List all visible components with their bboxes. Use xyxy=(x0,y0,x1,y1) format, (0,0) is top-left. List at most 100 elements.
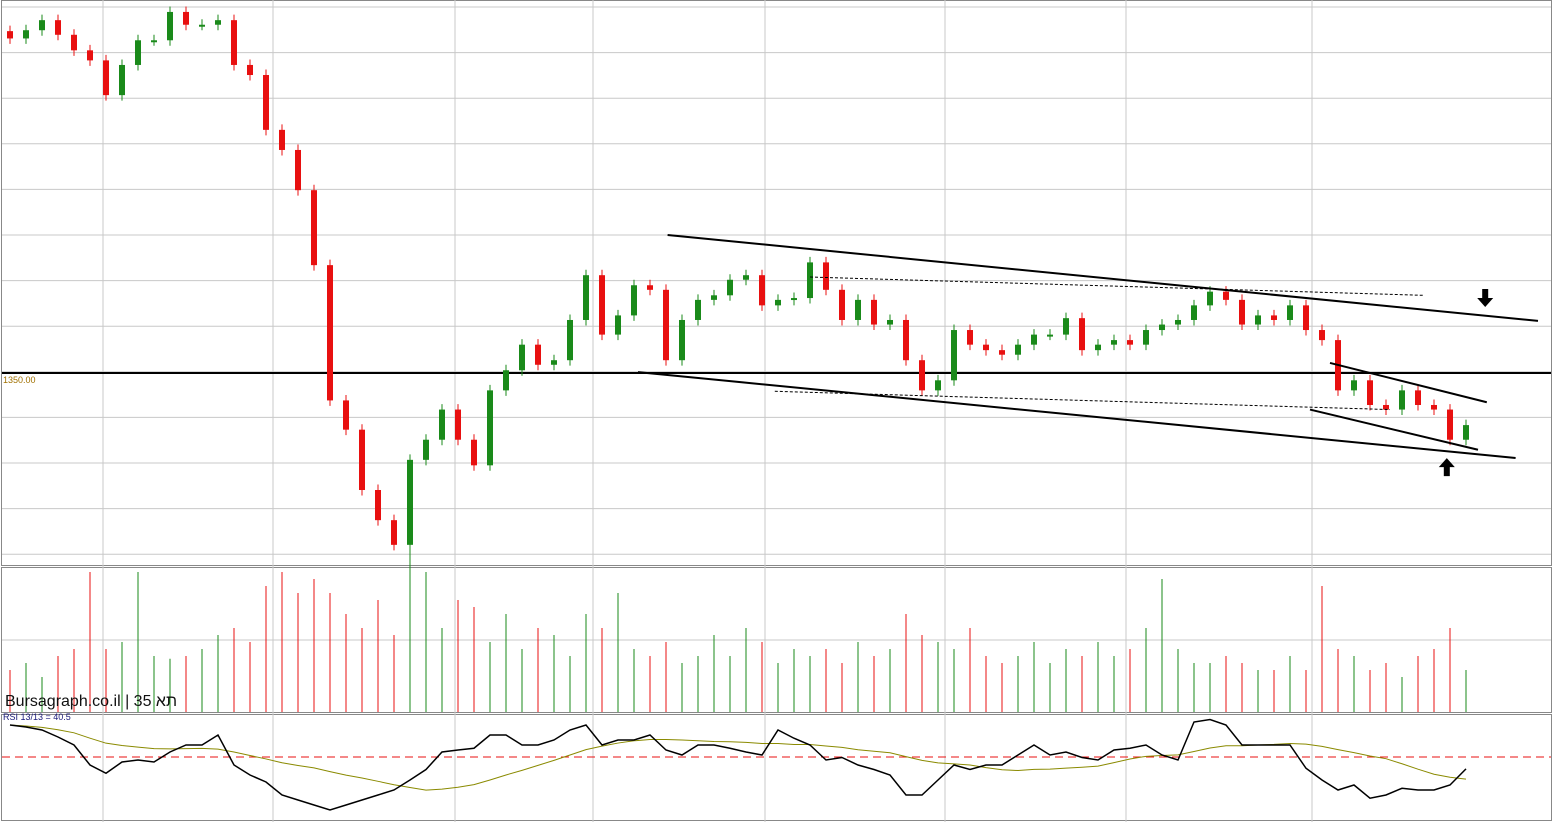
candle-body xyxy=(247,64,253,76)
candle-body xyxy=(1175,319,1181,325)
candle-body xyxy=(119,64,125,96)
trendline xyxy=(1309,408,1479,451)
candle-body xyxy=(183,11,189,25)
rsi-panel-frame xyxy=(1,714,1552,821)
candle-body xyxy=(695,299,701,320)
candle-body xyxy=(1431,404,1437,410)
candle-body xyxy=(407,459,413,545)
candle-body xyxy=(759,275,765,306)
candle-body xyxy=(167,11,173,41)
candle-body xyxy=(615,315,621,335)
candle-body xyxy=(39,20,45,31)
rsi-line xyxy=(9,718,1467,811)
candle-body xyxy=(951,330,957,381)
watermark: Bursagraph.co.il | 35 תא xyxy=(5,693,178,710)
candle-body xyxy=(647,285,653,290)
candle-body xyxy=(807,262,813,299)
candle-body xyxy=(327,265,333,401)
trendline xyxy=(809,276,1423,296)
candle-body xyxy=(215,20,221,25)
candle-body xyxy=(1415,390,1421,405)
candle-body xyxy=(71,34,77,51)
candle-body xyxy=(1095,344,1101,351)
candle-body xyxy=(359,429,365,491)
candle-body xyxy=(439,409,445,440)
reference-price-label: 1350.00 xyxy=(3,375,36,385)
candle-body xyxy=(743,275,749,280)
candle-body xyxy=(263,75,269,130)
candle-body xyxy=(535,344,541,365)
rsi-label: RSI 13/13 = 40.5 xyxy=(3,712,71,722)
candle-body xyxy=(1319,330,1325,341)
price-panel-frame xyxy=(1,0,1552,566)
candle-body xyxy=(631,285,637,316)
candle-body xyxy=(887,319,893,325)
candle-body xyxy=(663,289,669,361)
candle-body xyxy=(791,298,797,301)
candle-body xyxy=(583,275,589,320)
candle-body xyxy=(519,344,525,371)
rsi-moving-average-line xyxy=(9,724,1467,791)
candle-body xyxy=(919,360,925,391)
candle-body xyxy=(1127,340,1133,345)
arrow-down-icon xyxy=(1477,289,1494,308)
candle-body xyxy=(87,50,93,61)
candle-body xyxy=(1399,390,1405,410)
candle-body xyxy=(295,149,301,191)
candle-body xyxy=(727,279,733,296)
candle-body xyxy=(679,319,685,361)
candle-body xyxy=(1111,340,1117,345)
candle-body xyxy=(279,129,285,150)
candle-body xyxy=(455,409,461,440)
candle-body xyxy=(1047,334,1053,337)
candle-body xyxy=(1159,324,1165,331)
candle-body xyxy=(903,319,909,361)
candle-body xyxy=(1143,330,1149,345)
candle-body xyxy=(199,24,205,27)
trendline xyxy=(774,390,1391,411)
trendline xyxy=(1329,361,1488,404)
candle-body xyxy=(1367,380,1373,405)
candle-body xyxy=(1447,409,1453,440)
candle-body xyxy=(391,520,397,545)
candle-body xyxy=(343,400,349,430)
candle-body xyxy=(55,20,61,35)
candle-body xyxy=(823,262,829,290)
volume-panel-frame xyxy=(1,567,1552,713)
candle-body xyxy=(471,439,477,466)
candle-body xyxy=(7,31,13,39)
candle-body xyxy=(503,370,509,391)
candle-body xyxy=(983,344,989,351)
candle-body xyxy=(1271,315,1277,320)
candle-body xyxy=(151,40,157,43)
candle-body xyxy=(1463,425,1469,440)
candle-body xyxy=(711,295,717,300)
candle-body xyxy=(1015,344,1021,355)
candle-body xyxy=(1031,334,1037,345)
candle-body xyxy=(967,330,973,345)
candle-body xyxy=(1255,315,1261,325)
candle-body xyxy=(567,319,573,361)
candle-body xyxy=(775,299,781,306)
candle-body xyxy=(1383,404,1389,410)
candle-body xyxy=(999,350,1005,355)
candle-body xyxy=(1191,305,1197,320)
candle-body xyxy=(103,60,109,96)
candle-body xyxy=(311,190,317,266)
candle-body xyxy=(1063,318,1069,335)
candle-body xyxy=(839,289,845,320)
candle-body xyxy=(1287,305,1293,320)
candle-body xyxy=(599,275,605,335)
trendline xyxy=(637,371,1516,460)
candle-body xyxy=(1207,291,1213,306)
candle-body xyxy=(231,20,237,65)
candle-body xyxy=(871,299,877,325)
candle-body xyxy=(551,360,557,365)
candle-body xyxy=(135,40,141,65)
candle-body xyxy=(935,380,941,391)
candle-body xyxy=(1079,318,1085,351)
candle-body xyxy=(855,299,861,320)
candle-body xyxy=(1239,299,1245,325)
